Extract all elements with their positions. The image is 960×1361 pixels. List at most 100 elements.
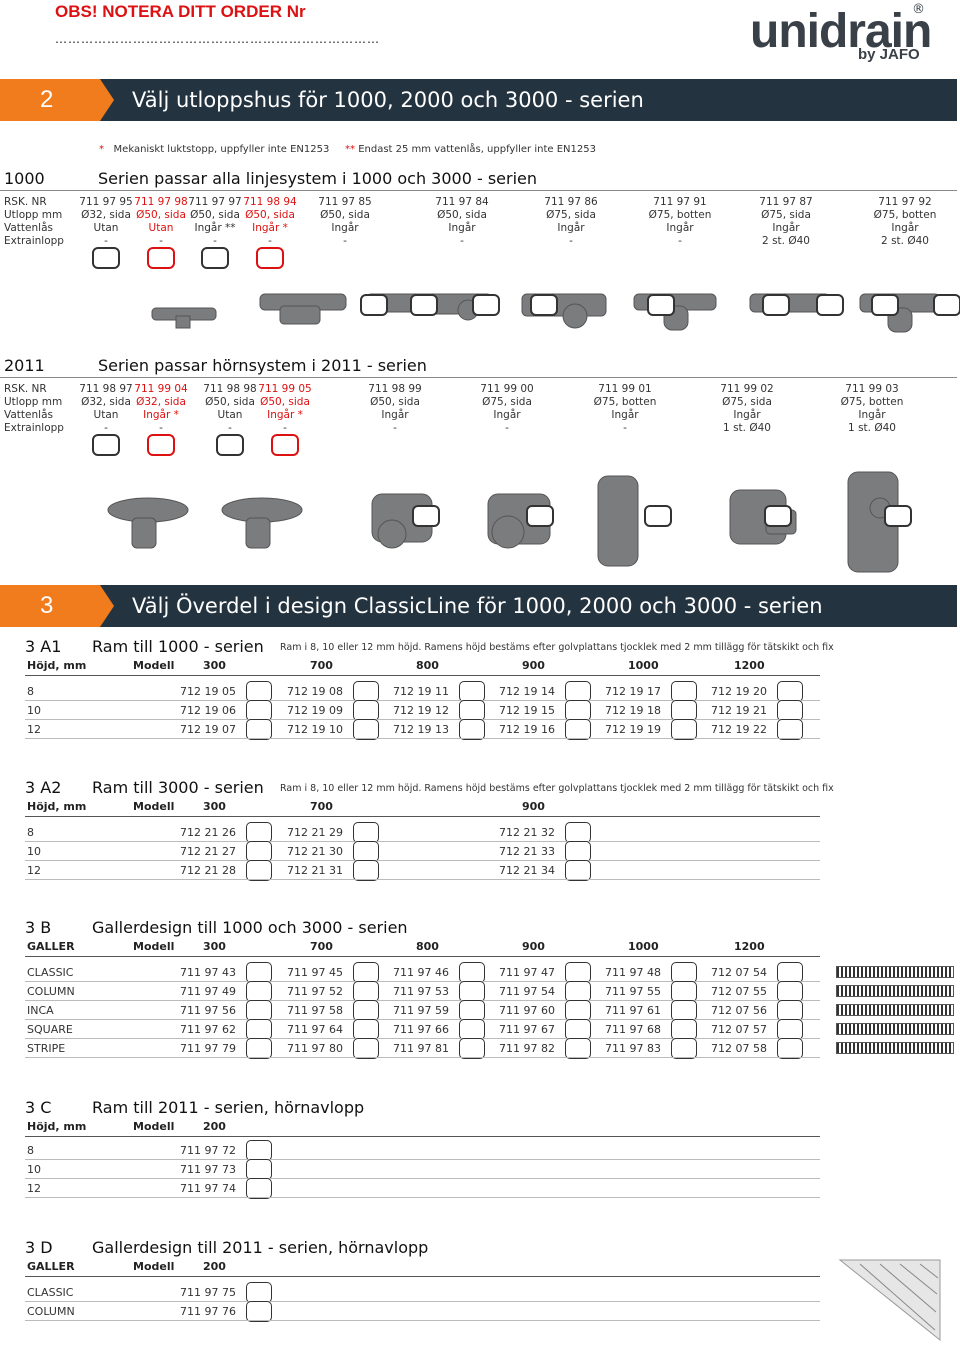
order-checkbox[interactable] bbox=[671, 1038, 697, 1059]
order-checkbox[interactable] bbox=[777, 719, 803, 740]
order-checkbox[interactable] bbox=[92, 434, 120, 456]
order-checkbox[interactable] bbox=[246, 1159, 272, 1180]
order-checkbox[interactable] bbox=[410, 294, 438, 316]
order-checkbox[interactable] bbox=[565, 841, 591, 862]
order-checkbox[interactable] bbox=[565, 822, 591, 843]
order-checkbox[interactable] bbox=[256, 247, 284, 269]
order-checkbox[interactable] bbox=[459, 1038, 485, 1059]
order-checkbox[interactable] bbox=[246, 981, 272, 1002]
order-checkbox[interactable] bbox=[565, 1038, 591, 1059]
order-checkbox[interactable] bbox=[884, 505, 912, 527]
order-checkbox[interactable] bbox=[246, 1000, 272, 1021]
order-checkbox[interactable] bbox=[271, 434, 299, 456]
order-checkbox[interactable] bbox=[871, 294, 899, 316]
order-checkbox[interactable] bbox=[671, 681, 697, 702]
order-checkbox[interactable] bbox=[246, 1301, 272, 1322]
product-rsk: 711 97 95 bbox=[79, 196, 133, 208]
order-checkbox[interactable] bbox=[201, 247, 229, 269]
order-checkbox[interactable] bbox=[459, 1019, 485, 1040]
order-checkbox[interactable] bbox=[353, 1000, 379, 1021]
order-checkbox[interactable] bbox=[530, 294, 558, 316]
order-checkbox[interactable] bbox=[360, 294, 388, 316]
order-checkbox[interactable] bbox=[565, 962, 591, 983]
order-checkbox[interactable] bbox=[353, 719, 379, 740]
order-checkbox[interactable] bbox=[246, 841, 272, 862]
order-checkbox[interactable] bbox=[777, 700, 803, 721]
order-checkbox[interactable] bbox=[565, 700, 591, 721]
order-checkbox[interactable] bbox=[764, 505, 792, 527]
order-checkbox[interactable] bbox=[671, 962, 697, 983]
order-checkbox[interactable] bbox=[147, 434, 175, 456]
order-checkbox[interactable] bbox=[777, 681, 803, 702]
order-checkbox[interactable] bbox=[353, 1019, 379, 1040]
order-checkbox[interactable] bbox=[777, 1038, 803, 1059]
order-checkbox[interactable] bbox=[246, 1038, 272, 1059]
order-checkbox[interactable] bbox=[459, 681, 485, 702]
order-checkbox[interactable] bbox=[671, 1000, 697, 1021]
order-checkbox[interactable] bbox=[777, 962, 803, 983]
article-number: 712 19 10 bbox=[287, 723, 343, 736]
order-checkbox[interactable] bbox=[353, 962, 379, 983]
order-checkbox[interactable] bbox=[353, 822, 379, 843]
order-checkbox[interactable] bbox=[671, 700, 697, 721]
order-checkbox[interactable] bbox=[353, 700, 379, 721]
order-checkbox[interactable] bbox=[762, 294, 790, 316]
brand-logo-sub: by JAFO bbox=[858, 46, 920, 63]
article-number: 712 21 28 bbox=[180, 864, 236, 877]
order-checkbox[interactable] bbox=[353, 841, 379, 862]
order-checkbox[interactable] bbox=[147, 247, 175, 269]
order-checkbox[interactable] bbox=[412, 505, 440, 527]
article-number: 711 97 81 bbox=[393, 1042, 449, 1055]
order-checkbox[interactable] bbox=[459, 981, 485, 1002]
order-checkbox[interactable] bbox=[459, 700, 485, 721]
order-checkbox[interactable] bbox=[92, 247, 120, 269]
order-checkbox[interactable] bbox=[671, 719, 697, 740]
order-checkbox[interactable] bbox=[353, 981, 379, 1002]
order-checkbox[interactable] bbox=[246, 719, 272, 740]
order-checkbox[interactable] bbox=[526, 505, 554, 527]
order-checkbox[interactable] bbox=[459, 719, 485, 740]
order-checkbox[interactable] bbox=[565, 681, 591, 702]
order-checkbox[interactable] bbox=[565, 719, 591, 740]
order-checkbox[interactable] bbox=[459, 962, 485, 983]
article-number: 712 19 20 bbox=[711, 685, 767, 698]
article-number: 712 19 12 bbox=[393, 704, 449, 717]
order-checkbox[interactable] bbox=[816, 294, 844, 316]
order-checkbox[interactable] bbox=[353, 1038, 379, 1059]
product-extra: 1 st. Ø40 bbox=[723, 422, 771, 434]
order-checkbox[interactable] bbox=[933, 294, 960, 316]
order-checkbox[interactable] bbox=[472, 294, 500, 316]
product-vattenlas: Utan bbox=[93, 409, 119, 421]
order-checkbox[interactable] bbox=[565, 1000, 591, 1021]
order-checkbox[interactable] bbox=[777, 981, 803, 1002]
order-checkbox[interactable] bbox=[246, 860, 272, 881]
order-checkbox[interactable] bbox=[671, 1019, 697, 1040]
order-checkbox[interactable] bbox=[353, 681, 379, 702]
order-checkbox[interactable] bbox=[216, 434, 244, 456]
order-checkbox[interactable] bbox=[353, 860, 379, 881]
order-checkbox[interactable] bbox=[565, 860, 591, 881]
order-checkbox[interactable] bbox=[777, 1019, 803, 1040]
table-header-col: 300 bbox=[203, 800, 226, 813]
order-checkbox[interactable] bbox=[246, 1019, 272, 1040]
order-checkbox[interactable] bbox=[647, 294, 675, 316]
order-checkbox[interactable] bbox=[777, 1000, 803, 1021]
order-checkbox[interactable] bbox=[246, 1178, 272, 1199]
product-extra: - bbox=[104, 422, 108, 434]
product-vattenlas: Ingår bbox=[666, 222, 694, 234]
order-checkbox[interactable] bbox=[565, 1019, 591, 1040]
order-checkbox[interactable] bbox=[459, 1000, 485, 1021]
order-checkbox[interactable] bbox=[246, 700, 272, 721]
order-checkbox[interactable] bbox=[246, 1282, 272, 1303]
order-checkbox[interactable] bbox=[644, 505, 672, 527]
product-utlopp: Ø32, sida bbox=[81, 209, 131, 221]
order-checkbox[interactable] bbox=[246, 681, 272, 702]
article-number: 712 07 56 bbox=[711, 1004, 767, 1017]
order-checkbox[interactable] bbox=[565, 981, 591, 1002]
order-checkbox[interactable] bbox=[671, 981, 697, 1002]
order-checkbox[interactable] bbox=[246, 962, 272, 983]
order-checkbox[interactable] bbox=[246, 822, 272, 843]
order-checkbox[interactable] bbox=[246, 1140, 272, 1161]
row-label: Extrainlopp bbox=[4, 235, 64, 247]
table-header-model: Modell bbox=[133, 800, 175, 813]
